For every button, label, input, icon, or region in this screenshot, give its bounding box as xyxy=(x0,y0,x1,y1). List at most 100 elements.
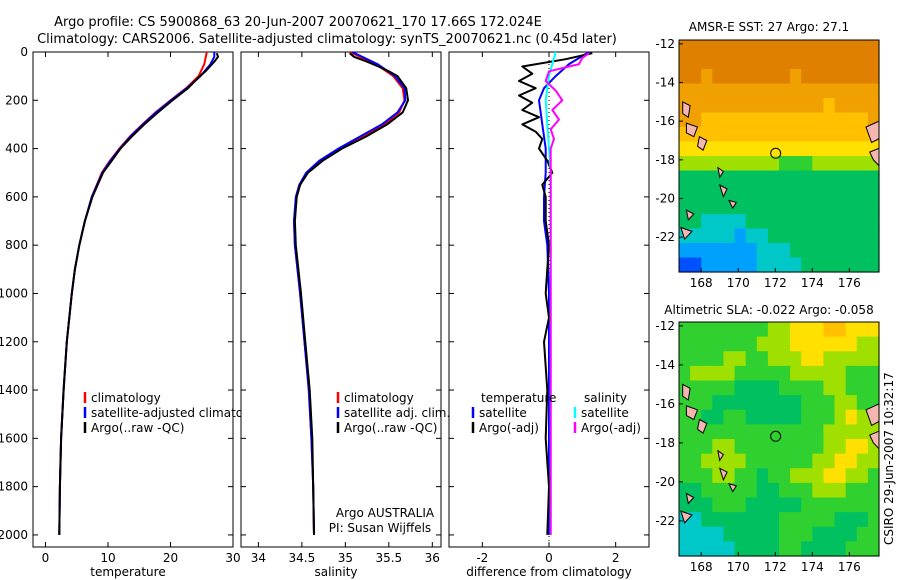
heatmap-cell xyxy=(745,257,758,273)
heatmap-cell xyxy=(734,380,747,396)
heatmap-cell xyxy=(690,424,702,440)
heatmap-cell xyxy=(845,453,858,469)
heatmap-cell xyxy=(734,54,747,70)
heatmap-cell xyxy=(767,69,780,85)
heatmap-cell xyxy=(845,439,858,455)
heatmap-cell xyxy=(779,156,791,172)
heatmap-cell xyxy=(856,40,869,56)
heatmap-cell xyxy=(679,257,691,273)
heatmap-cell xyxy=(856,83,869,99)
heatmap-cell xyxy=(856,185,869,201)
x-tick-label: 0 xyxy=(545,551,553,565)
heatmap-cell xyxy=(834,395,847,411)
heatmap-cell xyxy=(790,69,802,85)
figure-title-line1: Argo profile: CS 5900868_63 20-Jun-2007 … xyxy=(54,15,542,30)
heatmap-cell xyxy=(812,185,825,201)
heatmap-cell xyxy=(734,40,747,56)
y-tick-label: 200 xyxy=(5,93,28,107)
heatmap-cell xyxy=(679,439,691,455)
heatmap-cell xyxy=(756,322,769,338)
heatmap-cell xyxy=(712,257,725,273)
heatmap-cell xyxy=(690,336,702,352)
heatmap-cell xyxy=(823,453,836,469)
heatmap-cell xyxy=(745,409,758,425)
heatmap-cell xyxy=(745,228,758,244)
heatmap-cell xyxy=(790,199,802,215)
heatmap-cell xyxy=(767,257,780,273)
heatmap-cell xyxy=(790,526,802,542)
sst_map-title: AMSR-E SST: 27 Argo: 27.1 xyxy=(689,20,849,34)
heatmap-cell xyxy=(723,170,736,186)
heatmap-cell xyxy=(723,83,736,99)
heatmap-cell xyxy=(790,112,802,128)
heatmap-cell xyxy=(801,69,813,85)
heatmap-cell xyxy=(767,365,780,382)
heatmap-cell xyxy=(690,199,702,215)
heatmap-cell xyxy=(723,439,736,455)
heatmap-cell xyxy=(701,424,713,440)
heatmap-cell xyxy=(723,468,736,484)
heatmap-cell xyxy=(679,243,691,259)
heatmap-cell xyxy=(734,409,747,425)
heatmap-cell xyxy=(712,83,725,99)
heatmap-cell xyxy=(690,257,702,273)
y-tick-label: -18 xyxy=(655,153,675,167)
heatmap-cell xyxy=(845,365,858,382)
heatmap-cell xyxy=(867,526,880,542)
heatmap-cell xyxy=(723,40,736,56)
heatmap-cell xyxy=(701,69,713,85)
heatmap-cell xyxy=(701,351,713,367)
heatmap-cell xyxy=(845,468,858,484)
heatmap-cell xyxy=(690,214,702,230)
heatmap-cell xyxy=(867,170,880,186)
heatmap-cell xyxy=(856,54,869,70)
heatmap-cell xyxy=(723,497,736,513)
heatmap-cell xyxy=(801,351,813,367)
salinity-axes-box xyxy=(240,51,442,548)
heatmap-cell xyxy=(701,482,713,499)
heatmap-cell xyxy=(801,409,813,425)
heatmap-cell xyxy=(845,541,858,557)
heatmap-cell xyxy=(712,199,725,215)
heatmap-cell xyxy=(812,257,825,273)
heatmap-cell xyxy=(767,351,780,367)
y-tick-label: 800 xyxy=(5,238,28,252)
heatmap-cell xyxy=(779,141,791,157)
heatmap-cell xyxy=(745,322,758,338)
heatmap-cell xyxy=(867,141,880,157)
heatmap-cell xyxy=(723,512,736,528)
heatmap-cell xyxy=(745,83,758,99)
heatmap-cell xyxy=(845,170,858,186)
heatmap-cell xyxy=(690,69,702,85)
heatmap-cell xyxy=(767,156,780,172)
heatmap-cell xyxy=(823,156,836,172)
heatmap-cell xyxy=(834,141,847,157)
heatmap-cell xyxy=(679,170,691,186)
heatmap-cell xyxy=(712,409,725,425)
heatmap-cell xyxy=(734,453,747,469)
heatmap-cell xyxy=(756,185,769,201)
heatmap-cell xyxy=(712,69,725,85)
heatmap-cell xyxy=(779,482,791,499)
heatmap-cell xyxy=(690,468,702,484)
heatmap-cell xyxy=(701,54,713,70)
heatmap-cell xyxy=(812,141,825,157)
heatmap-cell xyxy=(712,439,725,455)
heatmap-cell xyxy=(812,228,825,244)
heatmap-cell xyxy=(845,54,858,70)
heatmap-cell xyxy=(845,127,858,143)
heatmap-cell xyxy=(745,424,758,440)
figure-title-line2: Climatology: CARS2006. Satellite-adjuste… xyxy=(37,32,617,47)
heatmap-cell xyxy=(845,512,858,528)
heatmap-cell xyxy=(790,336,802,352)
x-tick-label: 174 xyxy=(801,276,824,290)
heatmap-cell xyxy=(856,512,869,528)
salinity-x-axis-label: salinity xyxy=(314,565,357,579)
heatmap-cell xyxy=(701,141,713,157)
heatmap-cell xyxy=(712,322,725,338)
heatmap-cell xyxy=(690,453,702,469)
heatmap-cell xyxy=(712,40,725,56)
heatmap-cell xyxy=(701,322,713,338)
heatmap-cell xyxy=(845,395,858,411)
heatmap-cell xyxy=(767,54,780,70)
